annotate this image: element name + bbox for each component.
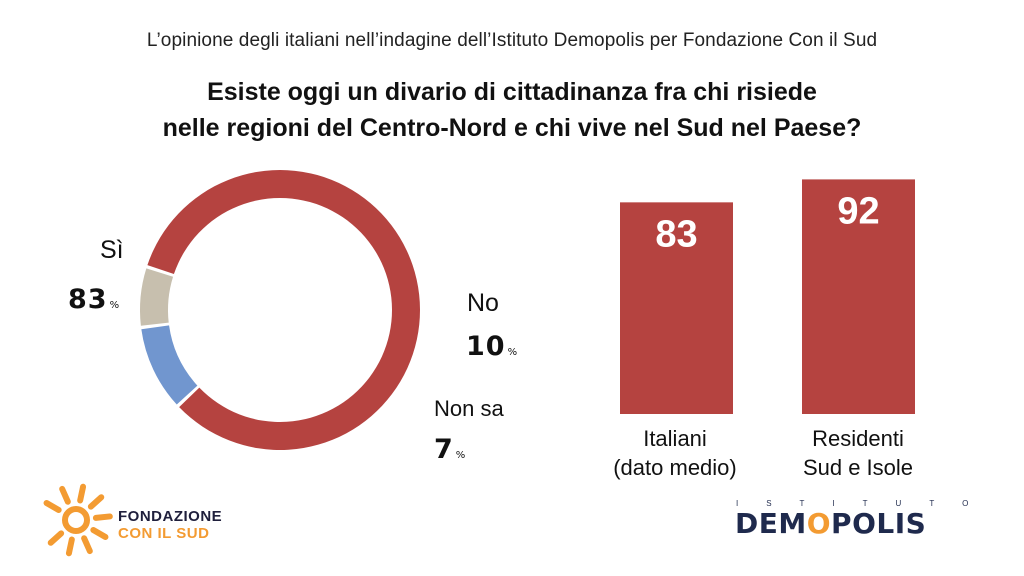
fondazione-line1: FONDAZIONE <box>118 508 223 525</box>
bar-label-italiani: Italiani (dato medio) <box>590 424 760 482</box>
pie-value-non-sa-unit: % <box>455 450 466 461</box>
sun-ray <box>47 530 65 546</box>
sun-ray <box>65 536 75 557</box>
question-line-2: nelle regioni del Centro-Nord e chi vive… <box>162 114 862 142</box>
pie-value-non-sa-number: 7 <box>434 434 454 465</box>
pie-value-no: 10% <box>466 331 517 362</box>
bar-label-residenti-line1: Residenti <box>812 426 904 451</box>
bar-italiani <box>620 202 733 414</box>
pie-value-si-number: 83 <box>68 284 108 315</box>
chart-question: Esiste oggi un divario di cittadinanza f… <box>0 74 1024 146</box>
demopolis-part-b: POLIS <box>831 507 927 540</box>
donut-slice-non-sa <box>140 268 174 326</box>
sun-icon <box>43 483 113 557</box>
sun-ray <box>43 500 62 513</box>
pie-label-si: Sì <box>100 236 124 264</box>
demopolis-part-a: DEM <box>735 507 807 540</box>
bar-italiani-value-label: 83 <box>655 213 697 255</box>
pie-value-non-sa: 7% <box>434 434 465 465</box>
sun-ray <box>59 485 71 505</box>
donut-slice-no <box>141 325 198 405</box>
fondazione-logo-text: FONDAZIONE CON IL SUD <box>118 508 222 542</box>
fondazione-line2: CON IL SUD <box>118 525 210 542</box>
donut-chart <box>140 170 420 450</box>
sun-ray <box>77 483 87 504</box>
demopolis-part-o: O <box>806 507 832 540</box>
sun-ray <box>81 535 93 555</box>
bar-label-italiani-line1: Italiani <box>643 426 707 451</box>
chart-subtitle: L’opinione degli italiani nell’indagine … <box>146 30 878 51</box>
pie-label-non-sa: Non sa <box>434 396 504 421</box>
demopolis-logo-top: ISTITUTO <box>736 499 997 508</box>
pie-value-si: 83% <box>68 284 119 315</box>
question-line-1: Esiste oggi un divario di cittadinanza f… <box>207 78 817 106</box>
bar-label-residenti-line2: Sud e Isole <box>802 455 914 480</box>
bar-residenti <box>802 179 915 414</box>
pie-value-si-unit: % <box>109 300 120 311</box>
demopolis-logo: DEMOPOLIS <box>735 507 926 540</box>
bar-residenti-value-label: 92 <box>837 190 879 232</box>
sun-ray <box>92 513 113 521</box>
sun-ray <box>90 527 109 540</box>
pie-label-no: No <box>467 289 499 317</box>
bar-label-residenti: Residenti Sud e Isole <box>773 424 943 482</box>
pie-value-no-number: 10 <box>466 331 506 362</box>
sun-ray <box>87 494 105 510</box>
bar-label-italiani-line2: (dato medio) <box>613 455 737 480</box>
pie-value-no-unit: % <box>507 347 518 358</box>
